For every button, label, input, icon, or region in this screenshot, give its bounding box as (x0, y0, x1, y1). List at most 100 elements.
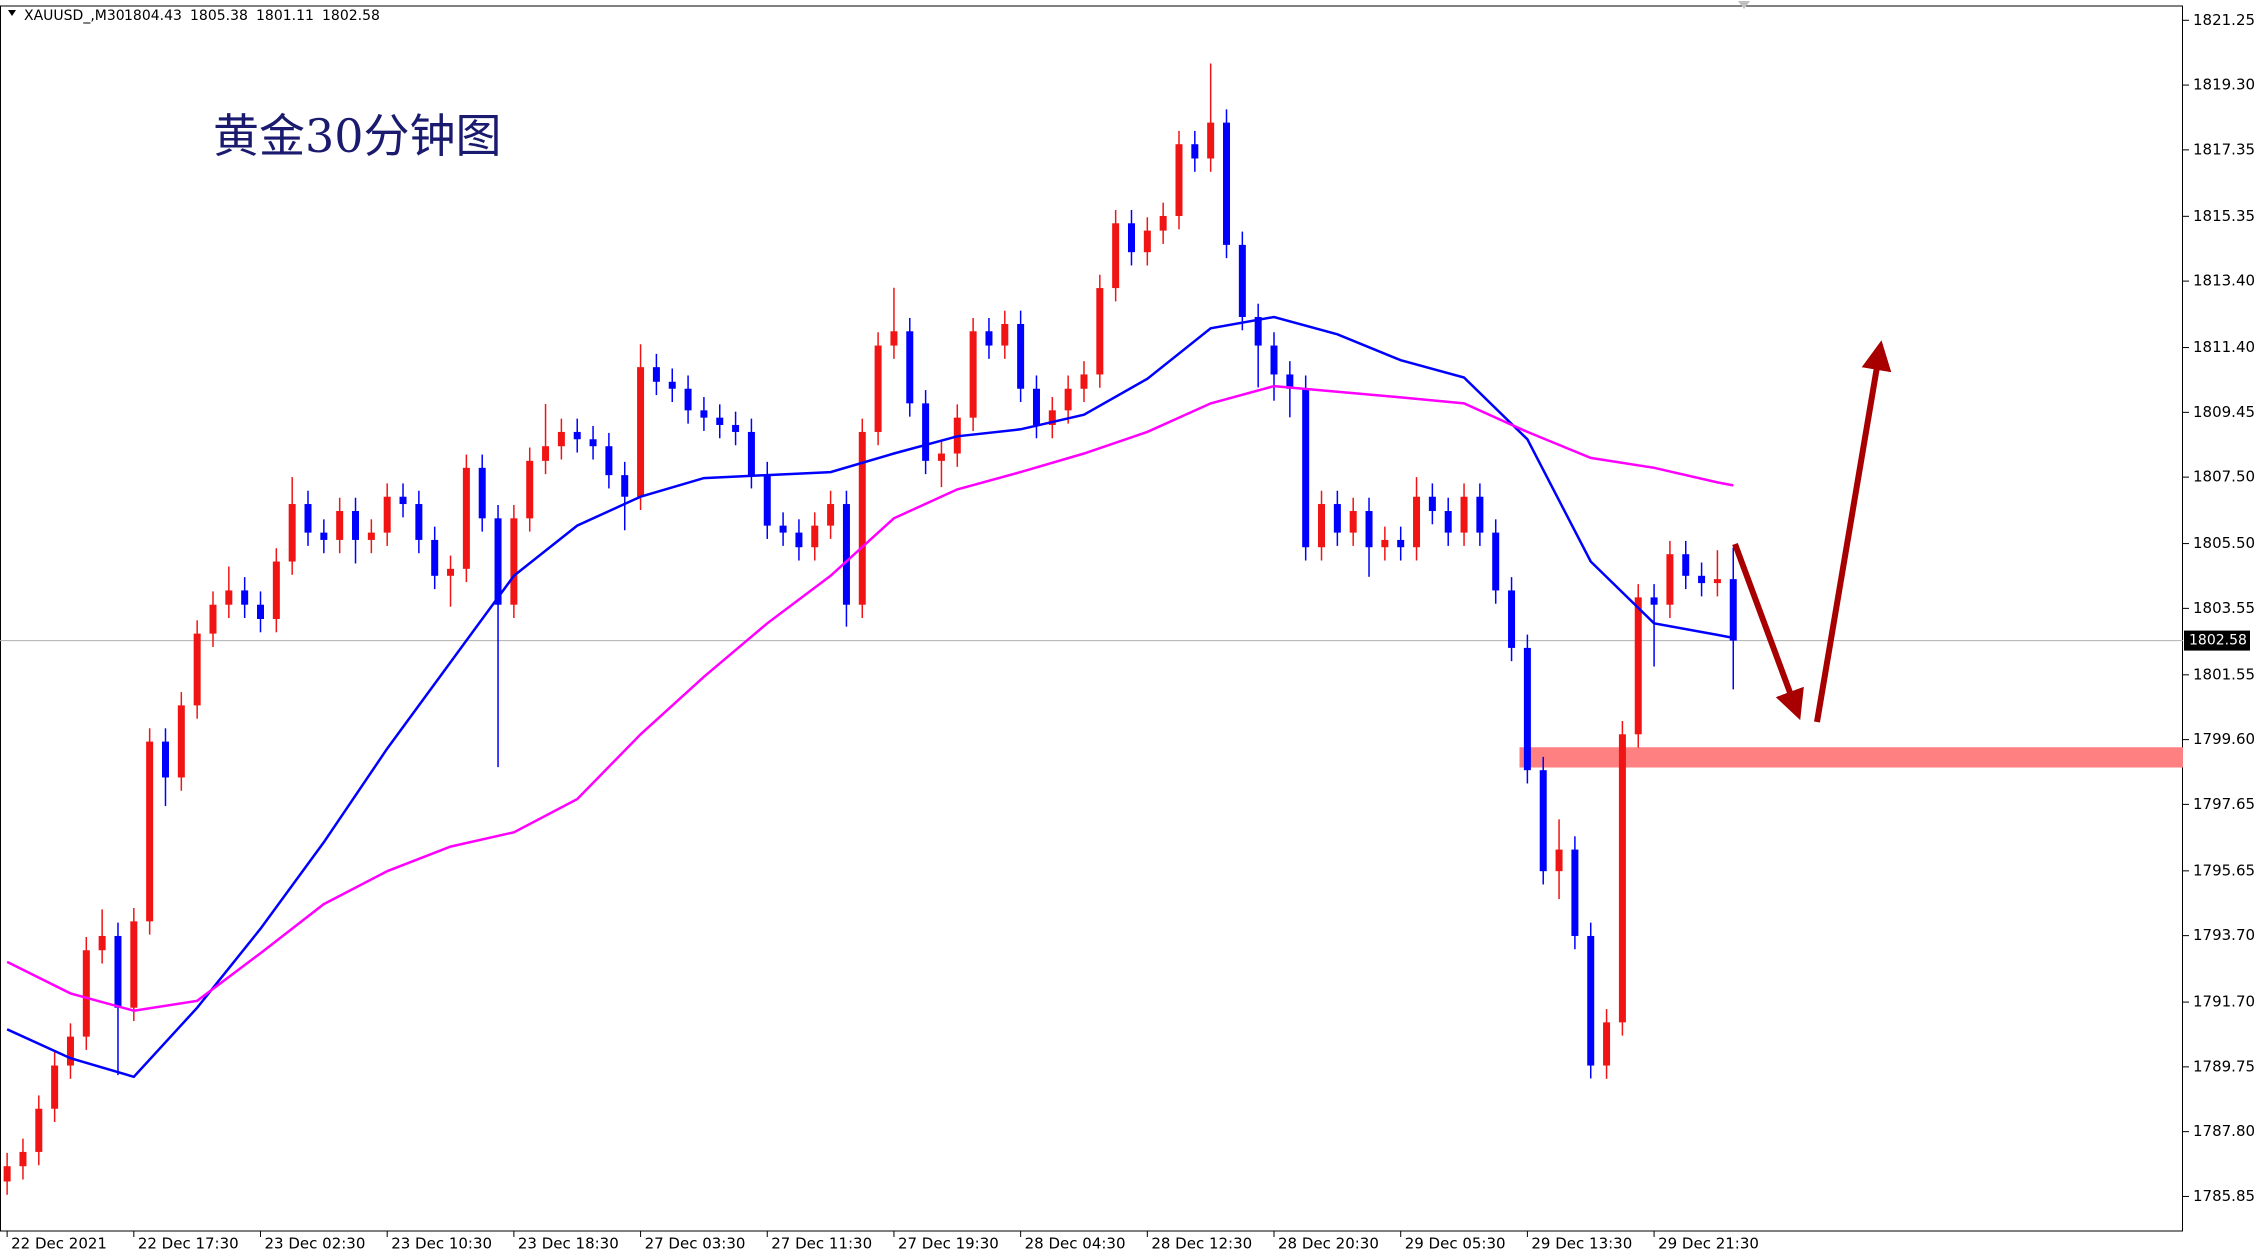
candle-body (98, 935, 106, 951)
candle-body (241, 590, 249, 605)
candle-body (811, 525, 819, 548)
candle-body (589, 439, 597, 447)
candle-body (526, 460, 534, 519)
symbol: XAUUSD_,M30 (24, 8, 125, 24)
candle-body (225, 590, 233, 605)
header-close: 1802.58 (322, 8, 380, 24)
candle-body (146, 741, 154, 922)
y-tick-label: 1809.45 (2193, 403, 2255, 421)
x-tick-label: 29 Dec 13:30 (1531, 1235, 1632, 1253)
candle-body (177, 705, 185, 778)
x-tick-label: 23 Dec 18:30 (518, 1235, 619, 1253)
y-tick-label: 1805.50 (2193, 534, 2255, 552)
y-tick-label: 1811.40 (2193, 338, 2255, 356)
shift-marker (1738, 1, 1750, 9)
candle-body (1587, 935, 1595, 1066)
x-tick-label: 28 Dec 04:30 (1025, 1235, 1126, 1253)
x-tick-label: 22 Dec 2021 (11, 1235, 107, 1253)
candle-body (779, 525, 787, 533)
candle-body (827, 504, 835, 526)
x-tick-label: 27 Dec 03:30 (645, 1235, 746, 1253)
candle-body (288, 504, 296, 562)
x-tick-label: 28 Dec 12:30 (1151, 1235, 1252, 1253)
x-tick-label: 22 Dec 17:30 (138, 1235, 239, 1253)
candle-body (161, 741, 169, 778)
candle-body (1650, 597, 1658, 605)
candle-body (1318, 504, 1326, 548)
plot-frame (0, 5, 2183, 1232)
candle-body (1713, 579, 1721, 584)
candle-body (1508, 590, 1516, 648)
candle-body (985, 331, 993, 346)
x-tick-label: 23 Dec 02:30 (265, 1235, 366, 1253)
y-tick-label: 1803.55 (2193, 599, 2255, 617)
candle-body (1175, 144, 1183, 216)
candle-body (1523, 647, 1531, 771)
candle-body (1381, 539, 1389, 548)
header-high: 1805.38 (190, 8, 248, 24)
candle-body (573, 431, 581, 440)
candle-body (1207, 122, 1215, 159)
y-tick-label: 1821.25 (2193, 11, 2255, 29)
candle-body (1682, 554, 1690, 576)
candle-body (1634, 597, 1642, 735)
candle-body (304, 504, 312, 533)
candle-body (842, 504, 850, 605)
support-zone (1519, 747, 2183, 768)
header-open: 1804.43 (124, 8, 182, 24)
candle-body (637, 367, 645, 497)
candle-body (1254, 316, 1262, 346)
up-arrow (1814, 340, 1892, 723)
candle-body (684, 388, 692, 411)
moving-average (6, 384, 1734, 1012)
candle-body (209, 604, 217, 634)
x-tick-label: 27 Dec 19:30 (898, 1235, 999, 1253)
candle-body (937, 453, 945, 461)
candle-body (1492, 532, 1500, 591)
candle-body (1048, 410, 1056, 425)
y-tick-label: 1799.60 (2193, 730, 2255, 748)
candle-body (352, 511, 360, 540)
x-tick-label: 29 Dec 05:30 (1405, 1235, 1506, 1253)
candle-body (890, 331, 898, 346)
candle-body (1333, 504, 1341, 533)
candle-body (462, 467, 470, 569)
candle-body (1302, 388, 1310, 548)
candle-body (1080, 374, 1088, 389)
candle-body (1698, 575, 1706, 584)
candle-body (700, 410, 708, 418)
candle-body (1017, 323, 1025, 389)
candle-body (478, 467, 486, 519)
candle-body (336, 511, 344, 540)
candle-body (906, 331, 914, 404)
candle-body (716, 417, 724, 425)
chart-annotation: 黄金30分钟图 (213, 109, 502, 163)
candle-body (621, 475, 629, 497)
candle-body (320, 532, 328, 540)
candle-body (652, 367, 660, 382)
y-tick-label: 1785.85 (2193, 1187, 2255, 1205)
candle-body (542, 446, 550, 461)
candle-body (874, 345, 882, 432)
candle-body (1618, 734, 1626, 1023)
candle-body (1476, 496, 1484, 533)
candle-body (383, 496, 391, 533)
candle-body (1365, 511, 1373, 548)
y-tick-label: 1793.70 (2193, 926, 2255, 944)
candle-body (1603, 1022, 1611, 1066)
candle-body (114, 935, 122, 1008)
x-tick-label: 28 Dec 20:30 (1278, 1235, 1379, 1253)
candle-body (367, 532, 375, 540)
candle-body (1666, 554, 1674, 605)
y-tick-label: 1819.30 (2193, 76, 2255, 94)
y-tick-label: 1815.35 (2193, 207, 2255, 225)
y-tick-label: 1789.75 (2193, 1057, 2255, 1075)
x-tick-label: 27 Dec 11:30 (771, 1235, 872, 1253)
x-tick-label: 23 Dec 10:30 (391, 1235, 492, 1253)
candle-body (35, 1108, 43, 1152)
y-tick-label: 1817.35 (2193, 140, 2255, 158)
candle-body (1286, 374, 1294, 389)
candle-body (399, 496, 407, 505)
candle-body (1539, 770, 1547, 872)
candle-body (1096, 288, 1104, 375)
